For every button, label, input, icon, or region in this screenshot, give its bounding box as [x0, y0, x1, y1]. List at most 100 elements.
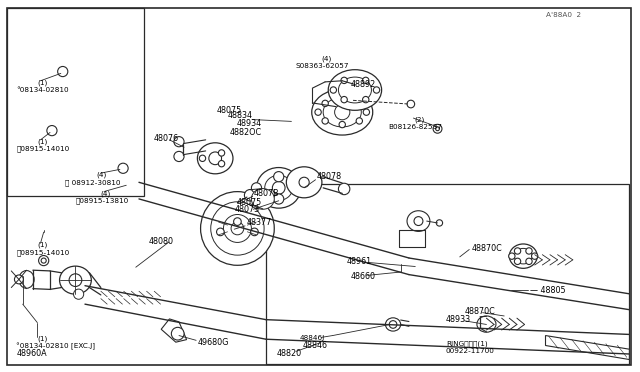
Circle shape: [315, 109, 321, 115]
Ellipse shape: [323, 97, 362, 127]
Text: 48820: 48820: [277, 350, 302, 359]
Circle shape: [532, 253, 538, 259]
Circle shape: [526, 248, 532, 254]
Circle shape: [172, 327, 184, 340]
Circle shape: [296, 183, 306, 193]
Text: 48660: 48660: [351, 272, 376, 281]
Circle shape: [218, 150, 225, 156]
Ellipse shape: [19, 270, 34, 288]
Text: 48834: 48834: [228, 111, 253, 121]
Text: (1): (1): [37, 336, 47, 343]
Circle shape: [509, 253, 515, 259]
Circle shape: [322, 100, 328, 106]
Text: (1): (1): [37, 242, 47, 248]
Circle shape: [341, 77, 348, 84]
Text: 4807B: 4807B: [253, 189, 279, 198]
Circle shape: [389, 321, 397, 328]
Circle shape: [356, 118, 362, 124]
Circle shape: [251, 228, 259, 236]
Circle shape: [341, 96, 348, 103]
Circle shape: [118, 163, 128, 173]
Text: 48892: 48892: [351, 80, 376, 89]
Text: (1): (1): [37, 138, 47, 145]
Ellipse shape: [197, 143, 233, 174]
Text: (4): (4): [321, 55, 332, 62]
Ellipse shape: [328, 70, 381, 110]
Circle shape: [339, 97, 346, 103]
Circle shape: [322, 118, 328, 124]
Text: 49680G: 49680G: [198, 339, 229, 347]
Circle shape: [199, 155, 205, 161]
Circle shape: [515, 248, 521, 254]
Ellipse shape: [312, 89, 372, 135]
Text: B08126-82537: B08126-82537: [388, 124, 442, 130]
Circle shape: [339, 183, 350, 195]
Circle shape: [436, 127, 440, 131]
Text: A'88A0  2: A'88A0 2: [545, 12, 580, 19]
Circle shape: [362, 77, 369, 84]
Circle shape: [41, 258, 46, 263]
Circle shape: [414, 217, 423, 225]
Text: 48080: 48080: [148, 237, 173, 246]
Polygon shape: [161, 319, 187, 342]
Circle shape: [526, 258, 532, 264]
Circle shape: [299, 177, 309, 187]
Circle shape: [69, 274, 82, 286]
Circle shape: [38, 256, 49, 266]
Circle shape: [373, 87, 380, 93]
Circle shape: [433, 124, 442, 133]
Circle shape: [211, 202, 264, 255]
Circle shape: [274, 171, 284, 182]
Text: °08134-02810: °08134-02810: [17, 87, 69, 93]
Text: 4882OC: 4882OC: [229, 128, 261, 137]
Circle shape: [244, 189, 256, 201]
Ellipse shape: [407, 211, 430, 231]
Circle shape: [339, 121, 346, 128]
Text: (4): (4): [101, 190, 111, 197]
Circle shape: [200, 192, 275, 265]
Circle shape: [356, 100, 362, 106]
Text: 48846J: 48846J: [300, 335, 325, 341]
Ellipse shape: [385, 318, 401, 331]
Ellipse shape: [515, 248, 532, 264]
Circle shape: [362, 96, 369, 103]
Circle shape: [273, 182, 285, 194]
Text: 48078: 48078: [317, 172, 342, 181]
Circle shape: [223, 215, 252, 243]
Text: Ⓦ08915-13810: Ⓦ08915-13810: [76, 198, 129, 204]
Text: 48933: 48933: [446, 315, 471, 324]
Ellipse shape: [339, 77, 371, 103]
Circle shape: [252, 183, 262, 193]
Text: 48961: 48961: [347, 257, 372, 266]
Text: 48870C: 48870C: [465, 307, 495, 316]
Text: RINGリング(1): RINGリング(1): [446, 341, 488, 347]
Circle shape: [407, 100, 415, 108]
Ellipse shape: [286, 167, 322, 198]
Circle shape: [330, 87, 337, 93]
Circle shape: [274, 194, 284, 204]
Text: S08363-62057: S08363-62057: [296, 63, 349, 69]
Text: 48934: 48934: [236, 119, 261, 128]
Circle shape: [58, 67, 68, 77]
Circle shape: [15, 275, 23, 284]
Circle shape: [174, 137, 184, 147]
Text: (4): (4): [97, 171, 107, 178]
Ellipse shape: [60, 266, 92, 294]
Text: 48075: 48075: [236, 198, 261, 207]
Circle shape: [174, 151, 184, 161]
Text: 48377: 48377: [247, 218, 272, 227]
Circle shape: [47, 125, 57, 136]
Circle shape: [218, 160, 225, 167]
Text: 48846: 48846: [302, 341, 327, 350]
Text: (2): (2): [414, 116, 424, 123]
Circle shape: [74, 289, 84, 299]
Circle shape: [234, 218, 241, 225]
Ellipse shape: [252, 189, 275, 209]
Text: 00922-11700: 00922-11700: [446, 349, 495, 355]
Circle shape: [216, 228, 224, 236]
Text: 48073: 48073: [234, 205, 259, 215]
Text: Ⓦ08915-14010: Ⓦ08915-14010: [17, 249, 70, 256]
Text: (1): (1): [37, 79, 47, 86]
Circle shape: [209, 152, 221, 165]
Ellipse shape: [509, 244, 537, 268]
